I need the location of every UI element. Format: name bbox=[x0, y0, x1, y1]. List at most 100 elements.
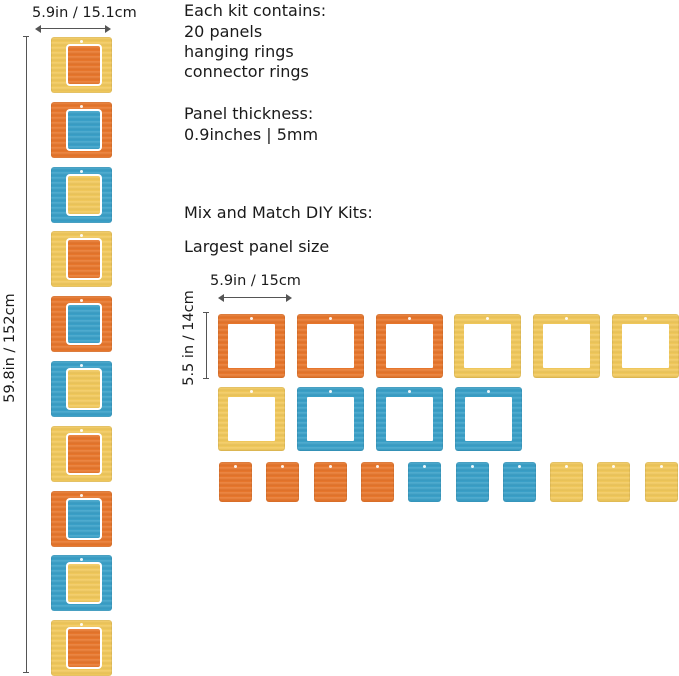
hanging-panel bbox=[51, 490, 112, 547]
hanging-panel bbox=[51, 231, 112, 288]
small-panel bbox=[644, 462, 678, 502]
inner-panel bbox=[68, 564, 100, 603]
small-panel bbox=[360, 462, 394, 502]
hanging-panel bbox=[51, 166, 112, 223]
frame-panel bbox=[533, 314, 601, 378]
hanging-panel bbox=[51, 555, 112, 612]
hanging-hole bbox=[250, 390, 253, 393]
small-panel bbox=[408, 462, 442, 502]
hanging-hole bbox=[80, 493, 83, 497]
cutout-window bbox=[386, 397, 433, 441]
hanging-hole bbox=[234, 465, 237, 468]
cutout-window bbox=[622, 324, 669, 368]
mix-match-heading: Mix and Match DIY Kits: bbox=[184, 203, 373, 222]
inner-panel bbox=[68, 629, 100, 668]
cutout-window bbox=[385, 324, 433, 368]
hanging-panel bbox=[51, 37, 112, 93]
kit-contents-heading: Each kit contains: bbox=[184, 1, 327, 20]
hanging-hole bbox=[612, 465, 616, 468]
frame-panel bbox=[455, 387, 522, 451]
hanging-panel bbox=[51, 296, 112, 353]
cutout-window bbox=[543, 324, 591, 368]
hanging-hole bbox=[80, 428, 83, 432]
small-panel bbox=[455, 462, 489, 502]
hanging-hole bbox=[80, 40, 83, 43]
frame-panel bbox=[218, 387, 285, 451]
frame-panel bbox=[612, 314, 679, 378]
frame-panel bbox=[375, 314, 443, 378]
hanging-hole bbox=[408, 390, 411, 393]
cutout-window bbox=[228, 324, 275, 368]
small-panel bbox=[597, 462, 631, 502]
hanging-hole bbox=[250, 317, 253, 320]
grid-height-tick-bottom bbox=[203, 378, 209, 379]
hanging-hole bbox=[565, 317, 569, 320]
left-height-tick-bottom bbox=[23, 672, 29, 673]
frame-panel bbox=[296, 314, 364, 378]
small-panel bbox=[502, 462, 536, 502]
grid-width-arrow bbox=[218, 294, 292, 302]
hanging-hole bbox=[659, 465, 663, 468]
thickness-value: 0.9inches | 5mm bbox=[184, 125, 319, 144]
hanging-hole bbox=[375, 465, 379, 468]
inner-panel bbox=[68, 305, 100, 344]
hanging-hole bbox=[80, 558, 83, 562]
kit-item-connector-rings: connector rings bbox=[184, 62, 309, 81]
inner-panel bbox=[68, 46, 100, 84]
cutout-window bbox=[465, 397, 512, 441]
hanging-panel bbox=[51, 361, 112, 417]
hanging-hole bbox=[644, 317, 647, 320]
left-width-label: 5.9in / 15.1cm bbox=[32, 5, 137, 21]
grid-height-label: 5.5 in / 14cm bbox=[181, 290, 197, 386]
frame-panel bbox=[454, 314, 522, 378]
frame-panel bbox=[218, 314, 285, 378]
hanging-panel bbox=[51, 425, 112, 482]
hanging-hole bbox=[80, 104, 83, 108]
hanging-hole bbox=[80, 169, 83, 173]
hanging-hole bbox=[80, 364, 83, 367]
grid-width-label: 5.9in / 15cm bbox=[210, 273, 301, 289]
thickness-heading: Panel thickness: bbox=[184, 104, 314, 123]
inner-panel bbox=[68, 175, 100, 214]
hanging-hole bbox=[281, 465, 285, 468]
small-panel bbox=[550, 462, 584, 502]
small-panel bbox=[219, 462, 252, 502]
hanging-hole bbox=[565, 465, 569, 468]
small-panel bbox=[313, 462, 347, 502]
inner-panel bbox=[68, 499, 100, 538]
hanging-hole bbox=[80, 299, 83, 303]
hanging-hole bbox=[80, 623, 83, 627]
small-panel bbox=[266, 462, 300, 502]
hanging-hole bbox=[328, 465, 332, 468]
left-height-arrow bbox=[26, 36, 27, 672]
inner-panel bbox=[68, 110, 100, 149]
inner-panel bbox=[68, 434, 100, 473]
left-height-tick-top bbox=[23, 36, 29, 37]
grid-height-arrow bbox=[206, 312, 207, 378]
frame-panel bbox=[376, 387, 443, 451]
hanging-panel bbox=[51, 101, 112, 158]
hanging-hole bbox=[407, 317, 411, 320]
grid-height-tick-top bbox=[203, 312, 209, 313]
cutout-window bbox=[306, 324, 354, 368]
left-width-arrow bbox=[35, 25, 111, 33]
cutout-window bbox=[464, 324, 512, 368]
hanging-hole bbox=[423, 465, 427, 468]
frame-panel bbox=[297, 387, 364, 451]
hanging-hole bbox=[80, 234, 83, 238]
left-height-label: 59.8in / 152cm bbox=[2, 293, 18, 403]
cutout-window bbox=[228, 397, 275, 441]
inner-panel bbox=[68, 370, 100, 408]
kit-item-panels: 20 panels bbox=[184, 22, 263, 41]
cutout-window bbox=[307, 397, 354, 441]
hanging-hole bbox=[487, 390, 490, 393]
hanging-hole bbox=[486, 317, 490, 320]
hanging-hole bbox=[470, 465, 474, 468]
hanging-hole bbox=[328, 317, 332, 320]
kit-item-hanging-rings: hanging rings bbox=[184, 42, 294, 61]
hanging-hole bbox=[517, 465, 521, 468]
largest-panel-heading: Largest panel size bbox=[184, 237, 330, 256]
hanging-panel bbox=[51, 620, 112, 676]
hanging-hole bbox=[329, 390, 332, 393]
inner-panel bbox=[68, 240, 100, 279]
